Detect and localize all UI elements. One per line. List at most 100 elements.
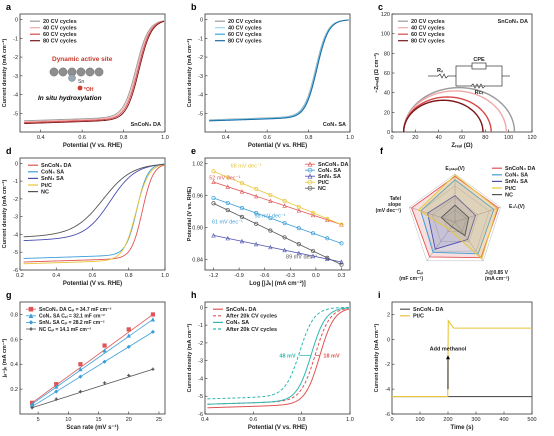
plot-frame: [204, 301, 351, 415]
series-arc: [402, 99, 484, 133]
radar-axis: [454, 206, 501, 223]
radar-series: [440, 204, 470, 237]
y-axis-label: jₐ−jₖ (mA cm⁻²): [1, 338, 8, 378]
x-tick-label: 5: [37, 417, 40, 423]
circuit-cpe-label: CPE: [473, 57, 485, 63]
data-point: [296, 204, 301, 209]
legend-entry: CoN₄ SA: [505, 173, 528, 179]
x-tick-label: 25: [156, 417, 162, 423]
data-point: [254, 221, 259, 226]
legend-entry: SnN₄ SA: [505, 179, 528, 185]
data-point: [282, 235, 287, 240]
panel-label: i: [378, 290, 381, 300]
panel-label: e: [191, 146, 196, 156]
x-axis-label: Scan rate (mV s⁻¹): [66, 424, 118, 431]
radar-axis: [454, 221, 484, 261]
y-axis-label: Current density (mA cm⁻²): [1, 38, 8, 107]
data-point: [307, 179, 313, 185]
data-point: [325, 236, 330, 241]
series-line: [392, 318, 532, 398]
data-point: [307, 173, 313, 179]
data-point: [253, 241, 259, 247]
circuit-rs-label: Rₛ: [437, 68, 444, 74]
annotation-label: Add methanol: [430, 347, 467, 353]
x-tick-label: 1.0: [346, 135, 354, 141]
radar-axis-label: (mA cm⁻²): [485, 276, 509, 282]
legend-entry: 40 CV cycles: [411, 26, 445, 32]
legend-entry: 60 CV cycles: [43, 32, 77, 38]
data-point: [239, 189, 245, 194]
plot-frame: [391, 301, 533, 415]
slope-annotation: 58 mV dec⁻¹: [254, 214, 285, 220]
atom: [49, 67, 59, 77]
y-tick-label: -4: [385, 387, 390, 393]
y-tick-label: -3: [13, 215, 18, 221]
resistor-rs: [437, 73, 449, 79]
plot-frame: [204, 157, 351, 271]
legend-entry: 20 CV cycles: [43, 19, 77, 25]
y-tick-label: -6: [198, 412, 203, 418]
data-point: [126, 327, 131, 332]
atom: [76, 67, 86, 77]
y-axis-label: Current density (mA cm⁻²): [1, 179, 8, 248]
data-point: [254, 187, 259, 192]
x-tick-label: 0.4: [222, 135, 230, 141]
legend-entry: NC: [318, 186, 326, 192]
y-tick-label: -2: [13, 197, 18, 203]
y-tick-label: -3: [198, 74, 203, 80]
data-point: [53, 396, 59, 402]
slope-annotation: 61 mV dec⁻¹: [212, 220, 243, 226]
legend-entry: SnCoN₄ DA: [413, 307, 443, 313]
y-tick-label: 40: [384, 91, 390, 97]
data-point: [211, 169, 216, 174]
y-axis-label: −Zᵢₘₐg (Ω cm⁻²): [373, 53, 380, 93]
data-point: [239, 181, 245, 186]
series-line: [23, 163, 165, 242]
panel-e: e -1.2 -0.9 -0.6 -0.3 0.0 0.3 0.84 0.90 0.96 1.02 L…: [187, 146, 351, 287]
y-tick-label: -5: [13, 250, 18, 256]
atom: [58, 67, 68, 77]
y-tick-label: -4: [13, 232, 18, 238]
radar-grid: [420, 185, 490, 252]
data-point: [126, 373, 132, 378]
x-tick-label: 200: [443, 417, 452, 423]
panel-c: c 0 20 40 60 80 100 120 0 20 40 60 80 100 120 Zᵣₑₐₗ (Ω)…: [373, 2, 537, 149]
panel-i: i 0 100 200 300 400 500 2 0 -2 -4 -6 Time (s) Current…: [373, 290, 537, 431]
legend-entry: 40 CV cycles: [228, 26, 262, 32]
x-tick-label: 300: [471, 417, 480, 423]
fit-line: [213, 181, 342, 226]
y-tick-label: 0: [200, 18, 203, 24]
data-point: [150, 317, 156, 322]
legend-entry: SnCoN₄ DA Cₑₗ = 34.7 mF cm⁻²: [39, 307, 112, 313]
data-point: [126, 344, 131, 349]
fit-line: [213, 234, 342, 263]
panel-label: h: [191, 290, 197, 300]
series-line: [24, 20, 165, 122]
series-line: [23, 164, 165, 263]
radar-grid: [443, 209, 467, 232]
fit-line: [31, 331, 154, 407]
corner-label: SnCoN₄ DA: [131, 122, 161, 128]
y-tick-label: -4: [198, 93, 203, 99]
series-line: [209, 19, 349, 122]
panel-label: d: [6, 146, 12, 156]
legend-entry: 80 CV cycles: [43, 39, 77, 45]
slope-annotation: 89 mV dec⁻¹: [286, 254, 317, 260]
panel-g: g 5 10 15 20 25 0.2 0.4 0.6 0.8 Scan rate (mV s⁻¹)…: [1, 290, 166, 431]
x-tick-label: 60: [459, 135, 465, 141]
y-axis-label: Current density (mA cm⁻²): [186, 323, 193, 392]
y-tick-label: -1: [13, 179, 18, 185]
legend-entry: CoN₄ SA: [41, 170, 64, 176]
y-tick-label: -2: [13, 55, 18, 61]
x-tick-label: 40: [436, 135, 442, 141]
plot-frame: [19, 301, 166, 415]
radar-axis-label: (mV dec⁻¹): [376, 208, 402, 214]
y-tick-label: -3: [198, 359, 203, 365]
y-tick-label: 2: [387, 312, 390, 318]
radar-grid: [431, 197, 479, 242]
data-point: [325, 255, 330, 260]
panel-label: c: [378, 2, 383, 12]
legend-entry: 60 CV cycles: [228, 32, 262, 38]
x-tick-label: 0.3: [338, 273, 346, 279]
legend-entry: CoN₄ SA Cₑₗ = 32.1 mF cm⁻²: [39, 314, 105, 320]
